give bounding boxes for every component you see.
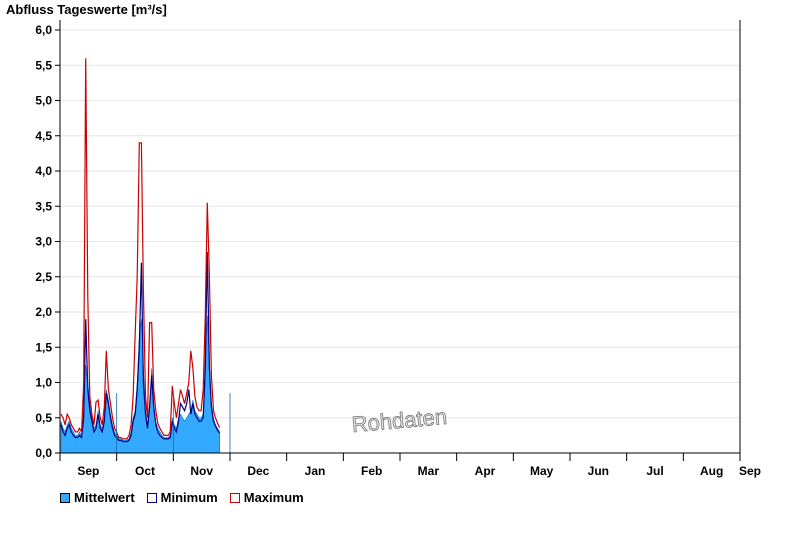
- y-tick-label: 4,5: [35, 129, 52, 143]
- grid: [60, 29, 740, 419]
- x-tick-label: Nov: [190, 464, 213, 478]
- y-tick-label: 3,5: [35, 199, 52, 213]
- axes: [55, 20, 741, 461]
- legend-swatch-maximum: [229, 492, 240, 503]
- x-tick-label: Dec: [247, 464, 269, 478]
- y-tick-label: 5,0: [35, 94, 52, 108]
- y-tick-label: 4,0: [35, 164, 52, 178]
- legend-swatch-minimum: [146, 492, 157, 503]
- y-tick-label: 0,0: [35, 446, 52, 460]
- y-tick-label: 2,5: [35, 270, 52, 284]
- series-mittelwert-area: [60, 315, 220, 454]
- x-tick-label: Jan: [305, 464, 326, 478]
- legend-label-mittelwert: Mittelwert: [74, 490, 135, 505]
- y-tick-label: 3,0: [35, 235, 52, 249]
- series-maximum-line: [60, 58, 221, 440]
- x-tick-label: Feb: [361, 464, 382, 478]
- legend-label-maximum: Maximum: [243, 490, 304, 505]
- x-tick-label: May: [530, 464, 554, 478]
- tick-labels: 0,0 0,5 1,0 1,5 2,0 2,5 3,0 3,5 4,0 4,5 5,0 5,5 6,0 S…: [35, 23, 761, 478]
- legend-item-mittelwert: Mittelwert: [60, 490, 135, 505]
- series-minimum-line: [60, 252, 221, 443]
- x-tick-label: Aug: [700, 464, 723, 478]
- legend-item-minimum: Minimum: [146, 490, 218, 505]
- y-tick-label: 2,0: [35, 305, 52, 319]
- x-tick-label: Jun: [588, 464, 609, 478]
- x-tick-label: Sep: [739, 464, 761, 478]
- series-layer: [60, 58, 231, 454]
- y-tick-label: 5,5: [35, 58, 52, 72]
- x-tick-label: Oct: [135, 464, 155, 478]
- y-tick-label: 1,0: [35, 376, 52, 390]
- legend-item-maximum: Maximum: [229, 490, 304, 505]
- legend-swatch-mittelwert: [60, 492, 70, 503]
- x-tick-label: Apr: [475, 464, 496, 478]
- y-tick-label: 6,0: [35, 23, 52, 37]
- chart-title: Abfluss Tageswerte [m³/s]: [6, 2, 167, 17]
- x-tick-label: Jul: [646, 464, 663, 478]
- legend: Mittelwert Minimum Maximum: [60, 490, 304, 505]
- watermark: Rohdaten: [351, 404, 448, 437]
- legend-label-minimum: Minimum: [160, 490, 218, 505]
- x-tick-label: Mar: [418, 464, 440, 478]
- y-tick-label: 1,5: [35, 340, 52, 354]
- x-tick-label: Sep: [77, 464, 99, 478]
- y-tick-label: 0,5: [35, 411, 52, 425]
